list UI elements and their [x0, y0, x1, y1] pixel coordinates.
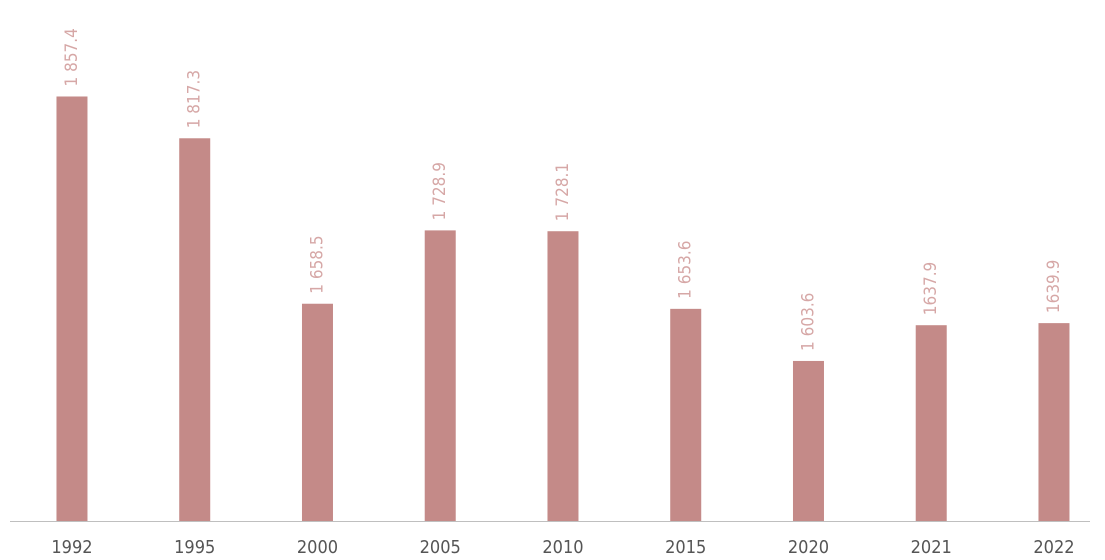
value-label: 1 728.1 — [553, 163, 573, 221]
x-tick-label: 1992 — [51, 537, 92, 558]
value-label: 1 658.5 — [307, 235, 327, 293]
x-tick-label: 2000 — [297, 537, 338, 558]
x-tick-label: 2015 — [665, 537, 706, 558]
x-tick-label: 1995 — [174, 537, 215, 558]
value-label: 1 728.9 — [430, 162, 450, 220]
x-tick-label: 2022 — [1033, 537, 1074, 558]
x-tick-label: 2005 — [420, 537, 461, 558]
bar — [301, 303, 333, 521]
value-label: 1 857.4 — [62, 28, 82, 86]
value-label: 1 603.6 — [798, 293, 818, 351]
bar — [670, 308, 702, 521]
value-label: 1637.9 — [921, 262, 941, 316]
bar — [179, 138, 211, 521]
bar — [56, 96, 88, 521]
value-label: 1639.9 — [1044, 260, 1064, 314]
value-label: 1 817.3 — [185, 70, 205, 128]
bar — [547, 231, 579, 522]
bar — [424, 230, 456, 521]
bar — [915, 325, 947, 521]
x-tick-label: 2021 — [911, 537, 952, 558]
bar — [1038, 323, 1070, 521]
bar — [792, 360, 824, 521]
x-tick-label: 2020 — [788, 537, 829, 558]
x-tick-label: 2010 — [542, 537, 583, 558]
value-label: 1 653.6 — [676, 240, 696, 298]
